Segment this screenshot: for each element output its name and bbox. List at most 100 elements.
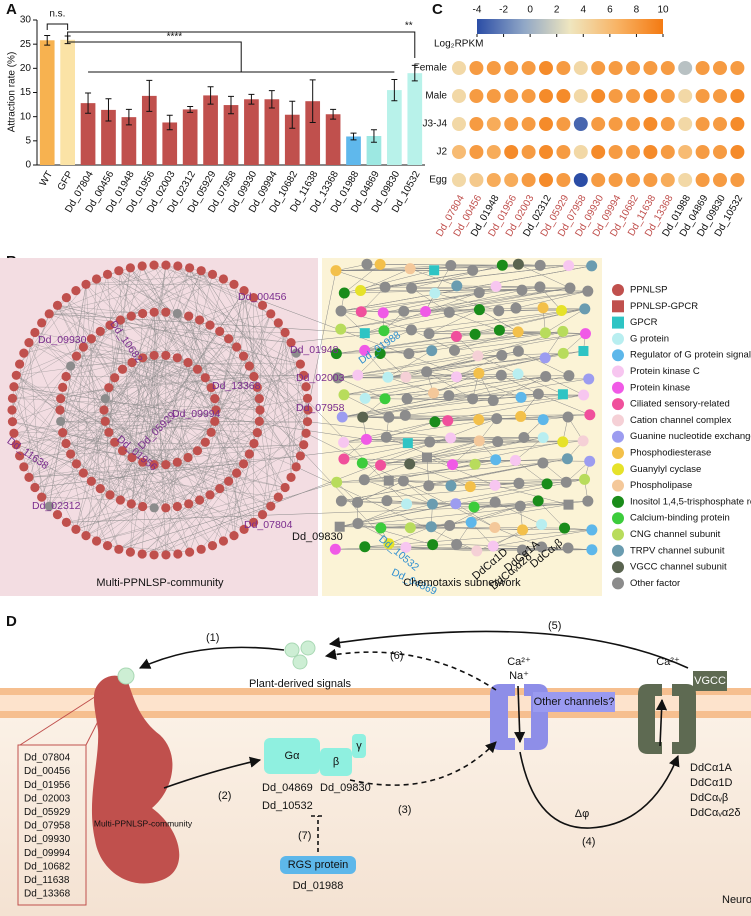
dot (713, 117, 727, 131)
rgs-box (280, 856, 356, 874)
network-node (105, 490, 115, 500)
network-node (173, 261, 183, 271)
network-node (244, 361, 254, 371)
network-node (374, 348, 386, 360)
network-edge (142, 418, 497, 555)
error-bar (268, 90, 275, 109)
network-edge (479, 309, 519, 333)
network-node (215, 326, 225, 336)
dot (660, 173, 675, 187)
legend-label: Protein kinase (630, 382, 690, 393)
error-bar (166, 114, 173, 131)
network-node (495, 369, 507, 381)
network-node (280, 327, 290, 338)
network-node (468, 501, 480, 513)
network-edge (362, 437, 451, 464)
network-node (473, 304, 485, 316)
network-node (172, 501, 182, 512)
network-node (378, 325, 390, 337)
legend-marker (612, 430, 624, 443)
network-node (7, 405, 17, 415)
network-edge (65, 376, 237, 474)
vgcc-label: VGCC (694, 675, 726, 687)
network-edge (105, 267, 131, 422)
network-edge (165, 316, 189, 465)
network-edge (142, 457, 189, 507)
inhibition (311, 815, 325, 852)
dot (539, 145, 553, 159)
network-edge (130, 267, 206, 378)
network-edge (426, 457, 496, 486)
network-edge (385, 264, 519, 288)
dot (678, 89, 693, 103)
network-node (11, 440, 21, 450)
network-edge (253, 297, 522, 398)
network-node (252, 382, 262, 392)
dot (730, 89, 745, 103)
network-edge (13, 433, 286, 488)
network-node (44, 501, 54, 511)
arrow (519, 751, 680, 829)
network-node (336, 411, 348, 423)
legend-marker (612, 300, 624, 313)
network-node (400, 541, 412, 553)
network-edge (518, 351, 570, 376)
bracket (67, 41, 395, 73)
network-node (557, 389, 568, 400)
network-node (425, 521, 437, 533)
network-edge (120, 312, 155, 501)
network-edge (477, 355, 519, 375)
network-edge (114, 377, 206, 443)
network-node (517, 524, 529, 536)
network-edge (122, 450, 143, 507)
network-node (105, 320, 115, 330)
network-node (586, 260, 598, 272)
network-edge (85, 270, 119, 285)
network-node (273, 318, 283, 328)
network-node (172, 457, 182, 467)
network-node (9, 428, 19, 438)
network-edge (452, 440, 480, 465)
network-edge (60, 368, 198, 399)
step-label: (6) (390, 650, 403, 662)
g-protein-gene: Dd_09830 (320, 782, 371, 794)
network-node (138, 308, 148, 319)
dot (626, 145, 640, 159)
network-edge (364, 479, 433, 505)
network-node (127, 357, 137, 368)
significance: ** (405, 21, 413, 32)
y-tick-label: 10 (20, 111, 32, 122)
error-bar (105, 98, 112, 122)
dot (556, 117, 571, 131)
network-edge (189, 267, 224, 280)
network-node (516, 544, 528, 556)
network-node (472, 350, 484, 362)
network-node (218, 274, 229, 284)
network-edge (475, 308, 585, 335)
network-node (255, 405, 265, 415)
network-node (338, 436, 350, 448)
network-node (451, 538, 463, 550)
network-node (399, 409, 411, 421)
g-gamma-label: γ (356, 740, 362, 752)
network-node (428, 387, 440, 399)
network-edge (165, 274, 213, 465)
network-edge (165, 270, 202, 356)
network-node (442, 415, 454, 427)
network-node (509, 454, 521, 466)
network-node (149, 307, 159, 317)
network-node (244, 449, 254, 459)
network-edge (425, 289, 523, 312)
bar (162, 122, 178, 165)
network-edge (177, 472, 237, 555)
network-node (338, 389, 350, 401)
network-edge (187, 362, 215, 422)
network-node (249, 517, 259, 527)
network-node (200, 373, 210, 383)
y-axis-label: Attraction rate (%) (7, 52, 18, 133)
network-edge (114, 442, 271, 507)
gene-label: Dd_10682 (24, 861, 71, 872)
network-edge (122, 444, 304, 452)
dot (469, 145, 484, 159)
network-edge (65, 376, 200, 501)
